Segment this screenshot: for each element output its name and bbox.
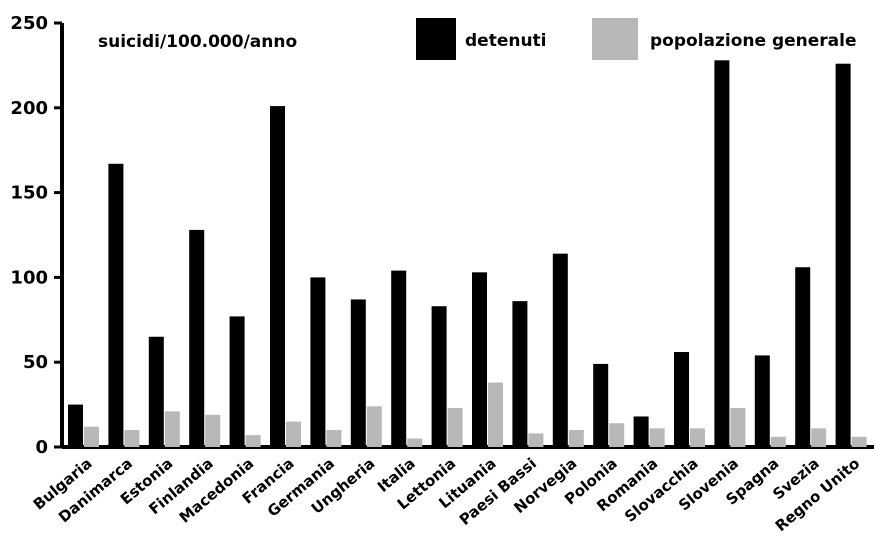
bar-popolazione-italia: [407, 438, 423, 447]
bar-detenuti-ungheria: [350, 299, 366, 447]
bar-detenuti-italia: [391, 270, 407, 447]
bar-detenuti-germania: [310, 277, 326, 447]
bar-popolazione-slovacchia: [690, 428, 705, 447]
bar-detenuti-norvegia: [552, 253, 568, 447]
x-tick-labels: BulgariaDanimarcaEstoniaFinlandiaMacedon…: [30, 454, 863, 535]
bar-detenuti-romania: [633, 416, 649, 447]
bar-detenuti-lituania: [472, 272, 487, 447]
legend: detenuti popolazione generale: [416, 18, 857, 60]
bar-popolazione-macedonia: [245, 435, 261, 447]
bar-popolazione-romania: [649, 428, 665, 447]
bar-popolazione-ungheria: [366, 406, 382, 447]
bar-detenuti-danimarca: [108, 163, 124, 447]
bar-popolazione-norvegia: [568, 430, 584, 447]
legend-swatch: [416, 18, 456, 60]
y-tick-label: 0: [35, 437, 48, 458]
bar-detenuti-bulgaria: [68, 404, 83, 447]
bar-popolazione-danimarca: [124, 430, 140, 447]
bar-detenuti-slovacchia: [674, 352, 689, 447]
y-tick-label: 250: [10, 13, 48, 34]
legend-label: popolazione generale: [650, 31, 857, 51]
bar-detenuti-lettonia: [431, 306, 447, 447]
y-ticks: 0 50 100 150 200 250: [10, 13, 62, 458]
y-tick-label: 50: [23, 352, 48, 373]
bar-popolazione-polonia: [609, 423, 625, 447]
bar-popolazione-lituania: [488, 382, 503, 447]
y-unit-label: suicidi/100.000/anno: [98, 32, 297, 52]
y-tick-label: 100: [10, 267, 48, 288]
bar-popolazione-lettonia: [447, 407, 463, 447]
bar-detenuti-regno-unito: [835, 63, 851, 447]
bar-popolazione-regno-unito: [851, 436, 867, 447]
legend-label: detenuti: [465, 31, 547, 51]
bar-detenuti-paesi-bassi: [512, 301, 528, 447]
bar-detenuti-slovenia: [714, 60, 730, 447]
bars: [68, 60, 867, 447]
bar-detenuti-spagna: [754, 355, 770, 447]
bar-detenuti-francia: [270, 106, 285, 447]
bar-popolazione-bulgaria: [84, 426, 99, 447]
legend-swatch: [592, 18, 638, 60]
bar-popolazione-spagna: [770, 436, 786, 447]
bar-detenuti-estonia: [148, 336, 164, 447]
bar-detenuti-polonia: [593, 363, 609, 447]
axes: [60, 23, 874, 449]
bar-popolazione-francia: [286, 421, 301, 447]
bar-detenuti-finlandia: [189, 229, 205, 447]
bar-popolazione-slovenia: [730, 407, 746, 447]
bar-popolazione-germania: [326, 430, 342, 447]
bar-detenuti-macedonia: [229, 316, 245, 447]
bar-popolazione-svezia: [811, 428, 827, 447]
bar-popolazione-paesi-bassi: [528, 433, 544, 447]
bar-detenuti-svezia: [795, 267, 811, 447]
bar-popolazione-finlandia: [205, 414, 221, 447]
y-tick-label: 200: [10, 98, 48, 119]
bar-popolazione-estonia: [164, 411, 180, 447]
y-tick-label: 150: [10, 183, 48, 204]
